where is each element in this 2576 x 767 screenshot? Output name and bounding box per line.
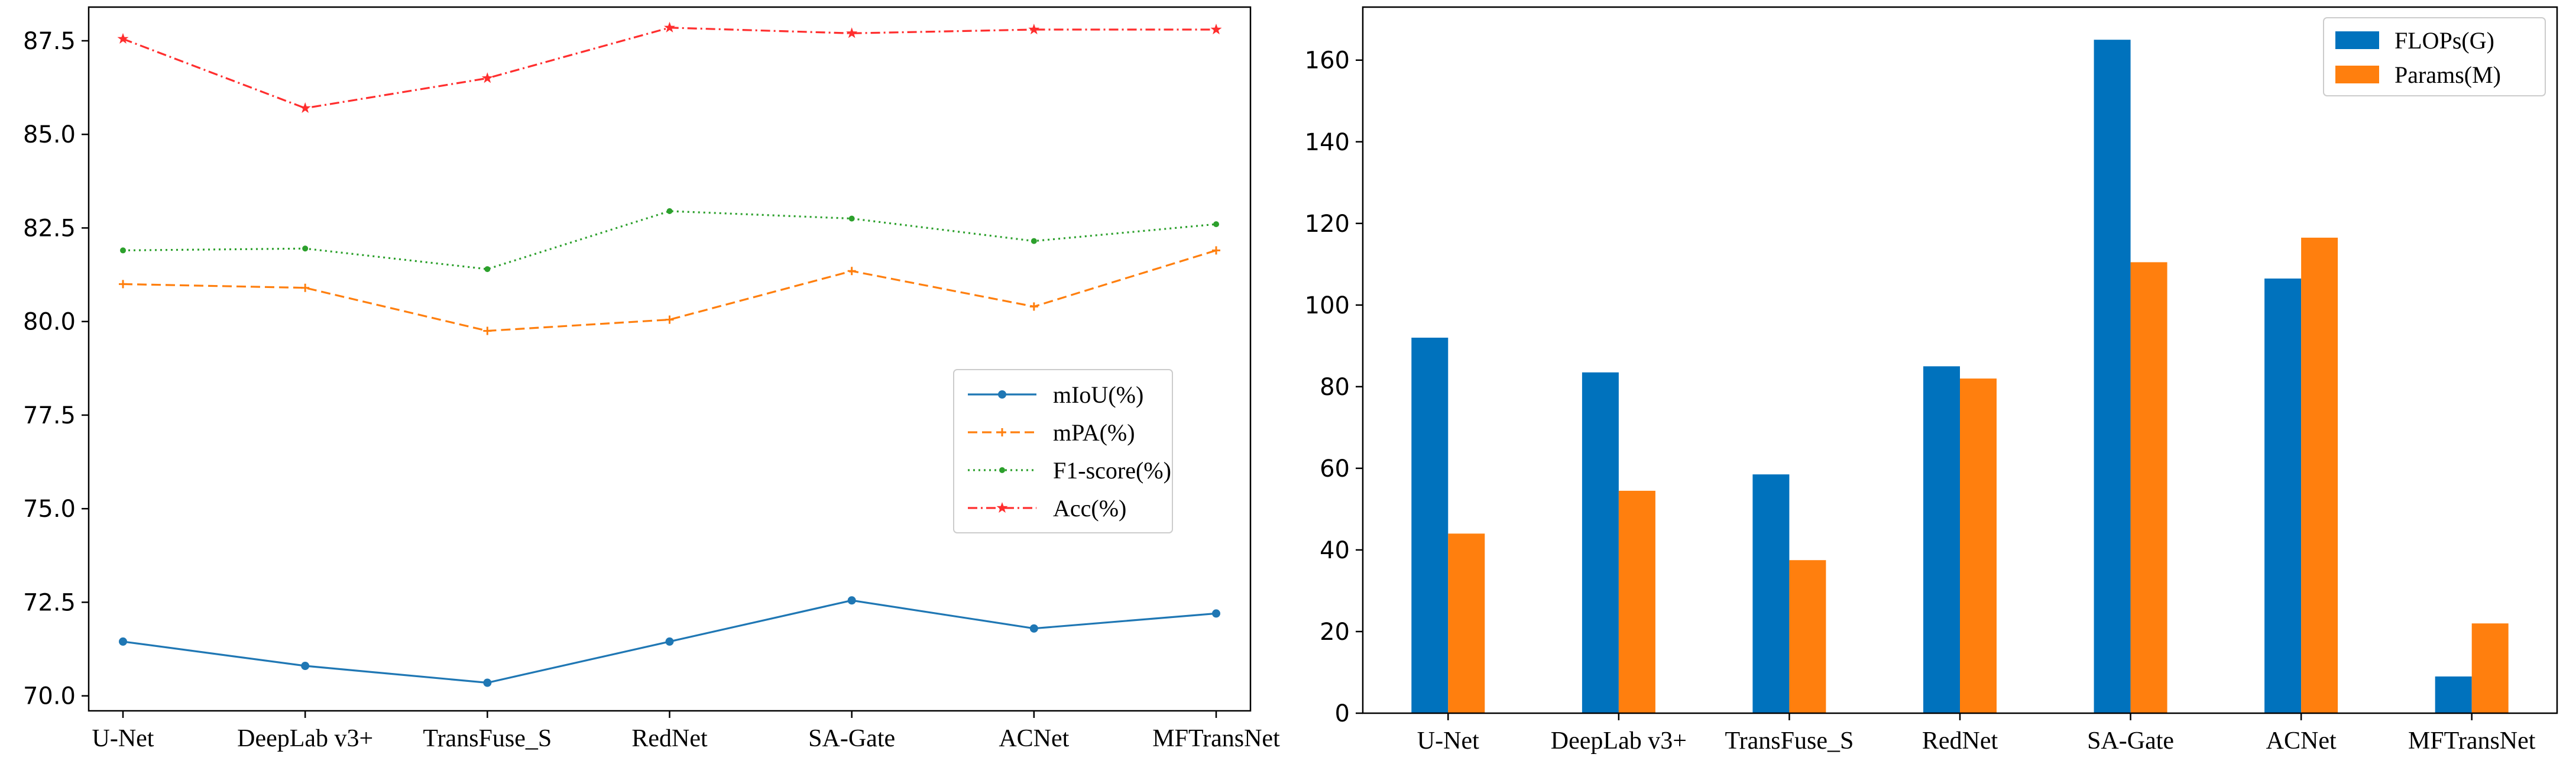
x-tick-label: RedNet <box>631 725 708 752</box>
y-tick-label: 80 <box>1320 374 1350 401</box>
x-tick-label: ACNet <box>2266 727 2337 755</box>
y-tick-label: 75.0 <box>23 496 76 523</box>
y-tick-label: 20 <box>1320 619 1350 646</box>
y-tick-label: 120 <box>1305 211 1350 238</box>
data-point <box>481 72 493 83</box>
data-point <box>1212 609 1220 618</box>
data-point <box>483 678 492 687</box>
data-point <box>1212 246 1220 255</box>
data-point <box>664 21 675 33</box>
legend-marker <box>998 428 1006 436</box>
y-tick-label: 60 <box>1320 455 1350 483</box>
x-tick-label: TransFuse_S <box>423 725 552 752</box>
x-tick-label: MFTransNet <box>1152 725 1280 752</box>
bar-params <box>1789 560 1826 713</box>
y-tick-label: 82.5 <box>23 215 76 242</box>
data-point <box>847 267 856 276</box>
data-point <box>484 266 491 273</box>
y-tick-label: 160 <box>1305 47 1350 75</box>
legend-marker <box>998 390 1006 399</box>
legend-swatch-1 <box>2335 66 2379 83</box>
data-point <box>119 637 127 646</box>
legend-label: Params(M) <box>2394 62 2501 88</box>
legend-label: mPA(%) <box>1053 419 1135 446</box>
bar-flops <box>1752 474 1790 713</box>
data-point <box>301 662 310 671</box>
y-tick-label: 80.0 <box>23 309 76 336</box>
y-tick-label: 87.5 <box>23 28 76 55</box>
x-tick-label: DeepLab v3+ <box>1551 727 1687 755</box>
x-tick-label: ACNet <box>999 725 1069 752</box>
legend-label: mIoU(%) <box>1053 381 1143 408</box>
x-tick-label: DeepLab v3+ <box>237 725 373 752</box>
x-tick-label: RedNet <box>1922 727 1998 755</box>
bar-flops <box>1923 366 1960 713</box>
data-point <box>117 33 129 44</box>
bar-flops <box>2094 40 2131 714</box>
bar-params <box>1618 490 1655 713</box>
series-line-3 <box>122 27 1216 109</box>
plot-frame <box>88 6 1252 712</box>
bar-params <box>2301 237 2338 713</box>
data-point <box>1028 24 1040 35</box>
data-point <box>1029 302 1038 311</box>
bar-flops <box>2264 279 2302 713</box>
x-tick-label: MFTransNet <box>2408 727 2536 755</box>
series-line-2 <box>122 210 1217 270</box>
bar-flops <box>2435 676 2472 713</box>
data-point <box>302 245 309 252</box>
legend-label: FLOPs(G) <box>2394 27 2494 54</box>
y-tick-label: 85.0 <box>23 121 76 148</box>
data-point <box>846 27 858 38</box>
legend-marker <box>996 502 1008 513</box>
data-point <box>1213 221 1219 228</box>
bar-params <box>2471 623 2509 713</box>
data-point <box>1029 624 1038 633</box>
data-point <box>848 215 855 222</box>
line-chart: 70.0 72.5 75.0 77.5 80.0 82.5 85.0 87.5 U-Net Dee… <box>23 6 1280 752</box>
y-tick-label: 140 <box>1305 129 1350 156</box>
data-point <box>299 102 311 113</box>
data-point <box>119 280 127 289</box>
data-point <box>120 247 126 254</box>
y-tick-label: 72.5 <box>23 589 76 616</box>
legend: FLOPs(G) Params(M) <box>2323 17 2546 96</box>
legend-box <box>953 369 1173 533</box>
x-tick-label: U-Net <box>1417 727 1479 755</box>
y-tick-label: 77.5 <box>23 402 76 429</box>
data-point <box>1210 24 1222 35</box>
y-tick-label: 70.0 <box>23 683 76 710</box>
data-point <box>665 315 674 324</box>
y-tick-label: 0 <box>1335 700 1350 727</box>
y-tick-label: 100 <box>1305 292 1350 319</box>
data-point <box>847 596 856 605</box>
legend-label: F1-score(%) <box>1053 457 1171 484</box>
legend: mIoU(%) mPA(%) F1-score(%) Acc(%) <box>953 369 1173 533</box>
bar-chart: 0 20 40 60 80 100 120 140 160 U-Net DeepLab v3+ Tra… <box>1305 6 2558 755</box>
x-tick-label: SA-Gate <box>808 725 895 752</box>
legend-label: Acc(%) <box>1053 495 1126 522</box>
x-tick-label: TransFuse_S <box>1725 727 1854 755</box>
y-tick-label: 40 <box>1320 537 1350 564</box>
bar-flops <box>1411 338 1449 713</box>
data-point <box>301 283 310 292</box>
bar-params <box>1960 378 1997 713</box>
x-tick-label: U-Net <box>92 725 154 752</box>
data-point <box>666 208 673 214</box>
bar-params <box>1448 533 1485 713</box>
bar-flops <box>1582 372 1619 713</box>
legend-swatch-0 <box>2335 31 2379 49</box>
data-point <box>483 326 492 335</box>
bar-params <box>2130 262 2167 713</box>
x-tick-label: SA-Gate <box>2087 727 2174 755</box>
data-point <box>665 637 674 646</box>
data-point <box>1031 238 1037 244</box>
legend-marker <box>999 467 1005 473</box>
